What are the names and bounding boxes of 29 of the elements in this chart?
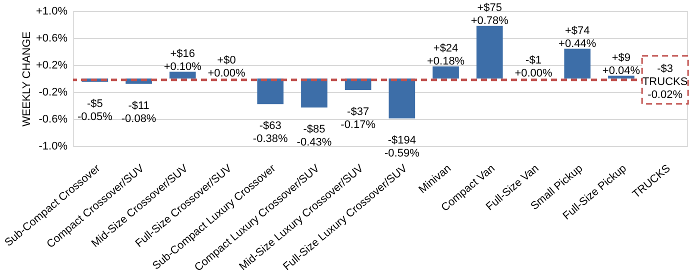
- y-tick-label: -1.0%: [38, 140, 68, 152]
- bar: [564, 48, 591, 78]
- bar: [301, 78, 328, 108]
- y-axis-title: WEEKLY CHANGE: [21, 32, 34, 126]
- data-label: +$74 +0.44%: [558, 24, 596, 50]
- y-tick-label: +1.0%: [36, 6, 68, 18]
- data-label: +$0 +0.00%: [208, 54, 246, 80]
- y-tick-label: -0.6%: [38, 114, 68, 126]
- data-label: -$194 -0.59%: [384, 134, 420, 160]
- data-label: +$16 +0.10%: [164, 48, 202, 73]
- data-label: -$85 -0.43%: [296, 124, 332, 149]
- data-label: +$9 +0.04%: [602, 52, 640, 77]
- bar: [608, 76, 634, 78]
- bar: [169, 72, 196, 78]
- data-label: +$75 +0.78%: [470, 2, 509, 27]
- y-tick-label: +0.2%: [36, 60, 68, 72]
- bar: [476, 26, 503, 78]
- bar: [257, 78, 284, 104]
- data-label: -$37 -0.17%: [340, 106, 376, 131]
- ref-line-label: -$3 TRUCKS -0.02%: [642, 62, 688, 101]
- y-tick-label: -0.2%: [38, 86, 68, 98]
- data-label: -$1 +0.00%: [514, 54, 553, 80]
- data-label: -$63 -0.38%: [252, 120, 288, 146]
- data-label: +$24 +0.18%: [426, 42, 465, 68]
- data-label: -$5 -0.05%: [78, 98, 113, 123]
- y-tick-label: +0.6%: [36, 32, 68, 44]
- bar: [432, 66, 459, 78]
- bar: [388, 78, 416, 118]
- data-label: -$11 -0.08%: [121, 100, 156, 125]
